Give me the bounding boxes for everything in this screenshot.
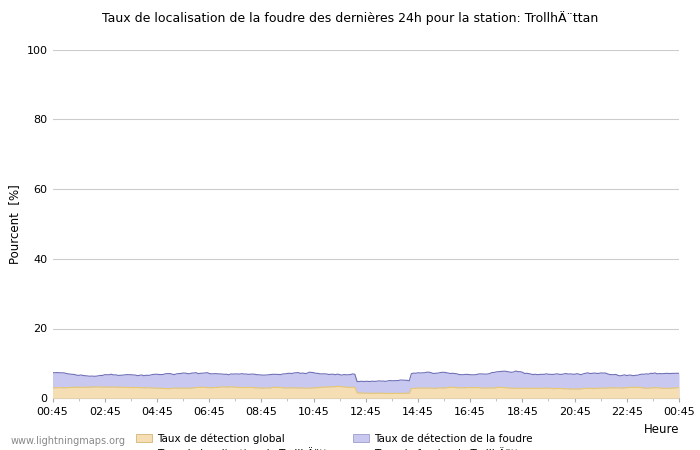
Text: Taux de localisation de la foudre des dernières 24h pour la station: TrollhÄ¨tta: Taux de localisation de la foudre des de… <box>102 11 598 25</box>
Text: Heure: Heure <box>643 423 679 436</box>
Legend: Taux de détection global, Taux de localisation de TrollhÄ¨ttan, Taux de détectio: Taux de détection global, Taux de locali… <box>136 433 533 450</box>
Y-axis label: Pourcent  [%]: Pourcent [%] <box>8 184 21 264</box>
Text: www.lightningmaps.org: www.lightningmaps.org <box>10 436 125 446</box>
